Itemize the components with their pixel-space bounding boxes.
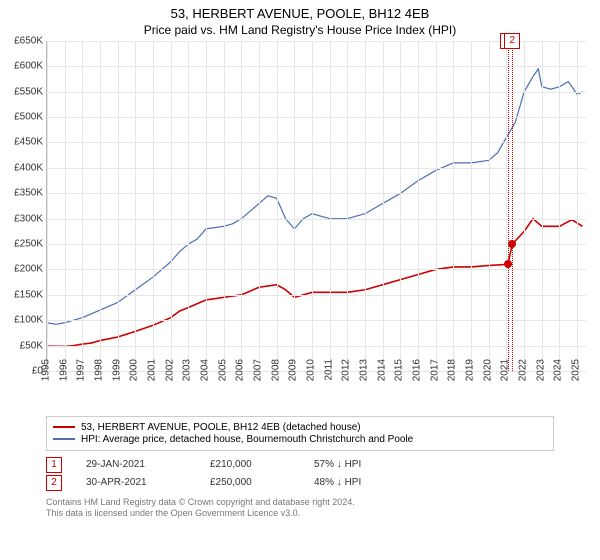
x-axis-label: 2014	[376, 359, 387, 389]
legend-swatch	[53, 426, 75, 428]
legend-label: 53, HERBERT AVENUE, POOLE, BH12 4EB (det…	[81, 422, 361, 433]
x-axis-label: 2008	[270, 359, 281, 389]
sale-diff: 48% ↓ HPI	[314, 477, 394, 488]
sale-date: 30-APR-2021	[86, 477, 186, 488]
x-axis-label: 2019	[465, 359, 476, 389]
sale-price: £210,000	[210, 459, 290, 470]
x-axis-labels: 1995199619971998199920002001200220032004…	[46, 372, 586, 412]
x-axis-label: 2025	[571, 359, 582, 389]
y-axis-label: £300K	[1, 213, 43, 224]
sales-table: 1 29-JAN-2021 £210,000 57% ↓ HPI 2 30-AP…	[46, 457, 554, 491]
x-axis-label: 2011	[323, 359, 334, 389]
x-axis-label: 2006	[235, 359, 246, 389]
legend-row: 53, HERBERT AVENUE, POOLE, BH12 4EB (det…	[53, 422, 547, 433]
x-axis-label: 2023	[535, 359, 546, 389]
x-axis-label: 2013	[359, 359, 370, 389]
legend-swatch	[53, 438, 75, 440]
legend-row: HPI: Average price, detached house, Bour…	[53, 434, 547, 445]
chart-title: 53, HERBERT AVENUE, POOLE, BH12 4EB	[0, 0, 600, 23]
sale-date: 29-JAN-2021	[86, 459, 186, 470]
x-axis-label: 2021	[500, 359, 511, 389]
x-axis-label: 2010	[306, 359, 317, 389]
y-axis-label: £650K	[1, 35, 43, 46]
x-axis-label: 2022	[518, 359, 529, 389]
x-axis-label: 2015	[394, 359, 405, 389]
x-axis-label: 2017	[429, 359, 440, 389]
x-axis-label: 2002	[164, 359, 175, 389]
sale-marker-badge: 2	[504, 33, 520, 49]
y-axis-label: £50K	[1, 340, 43, 351]
x-axis-label: 1995	[41, 359, 52, 389]
chart-svg	[47, 41, 586, 371]
y-axis-label: £0	[1, 365, 43, 376]
y-axis-label: £550K	[1, 86, 43, 97]
legend-label: HPI: Average price, detached house, Bour…	[81, 434, 413, 445]
sale-marker-dot	[504, 260, 512, 268]
y-axis-label: £400K	[1, 162, 43, 173]
y-axis-label: £350K	[1, 188, 43, 199]
sale-row: 2 30-APR-2021 £250,000 48% ↓ HPI	[46, 475, 554, 491]
x-axis-label: 2009	[288, 359, 299, 389]
x-axis-label: 1996	[58, 359, 69, 389]
y-axis-label: £500K	[1, 112, 43, 123]
sale-badge: 1	[46, 457, 62, 473]
footer-attribution: Contains HM Land Registry data © Crown c…	[46, 497, 554, 520]
footer-line: Contains HM Land Registry data © Crown c…	[46, 497, 554, 508]
y-axis-label: £250K	[1, 238, 43, 249]
x-axis-label: 2024	[553, 359, 564, 389]
sale-diff: 57% ↓ HPI	[314, 459, 394, 470]
x-axis-label: 2005	[217, 359, 228, 389]
y-axis-label: £100K	[1, 315, 43, 326]
sale-row: 1 29-JAN-2021 £210,000 57% ↓ HPI	[46, 457, 554, 473]
x-axis-label: 2000	[129, 359, 140, 389]
y-axis-label: £150K	[1, 289, 43, 300]
x-axis-label: 2012	[341, 359, 352, 389]
x-axis-label: 2007	[253, 359, 264, 389]
x-axis-label: 2004	[200, 359, 211, 389]
x-axis-label: 2003	[182, 359, 193, 389]
chart-plot-area: £0£50K£100K£150K£200K£250K£300K£350K£400…	[46, 41, 586, 372]
x-axis-label: 2001	[147, 359, 158, 389]
x-axis-label: 1997	[76, 359, 87, 389]
x-axis-label: 1998	[94, 359, 105, 389]
x-axis-label: 2018	[447, 359, 458, 389]
sale-marker-dot	[508, 240, 516, 248]
legend-box: 53, HERBERT AVENUE, POOLE, BH12 4EB (det…	[46, 416, 554, 451]
y-axis-label: £600K	[1, 61, 43, 72]
y-axis-label: £450K	[1, 137, 43, 148]
y-axis-label: £200K	[1, 264, 43, 275]
x-axis-label: 1999	[111, 359, 122, 389]
x-axis-label: 2020	[482, 359, 493, 389]
sale-price: £250,000	[210, 477, 290, 488]
x-axis-label: 2016	[412, 359, 423, 389]
sale-badge: 2	[46, 475, 62, 491]
footer-line: This data is licensed under the Open Gov…	[46, 508, 554, 519]
